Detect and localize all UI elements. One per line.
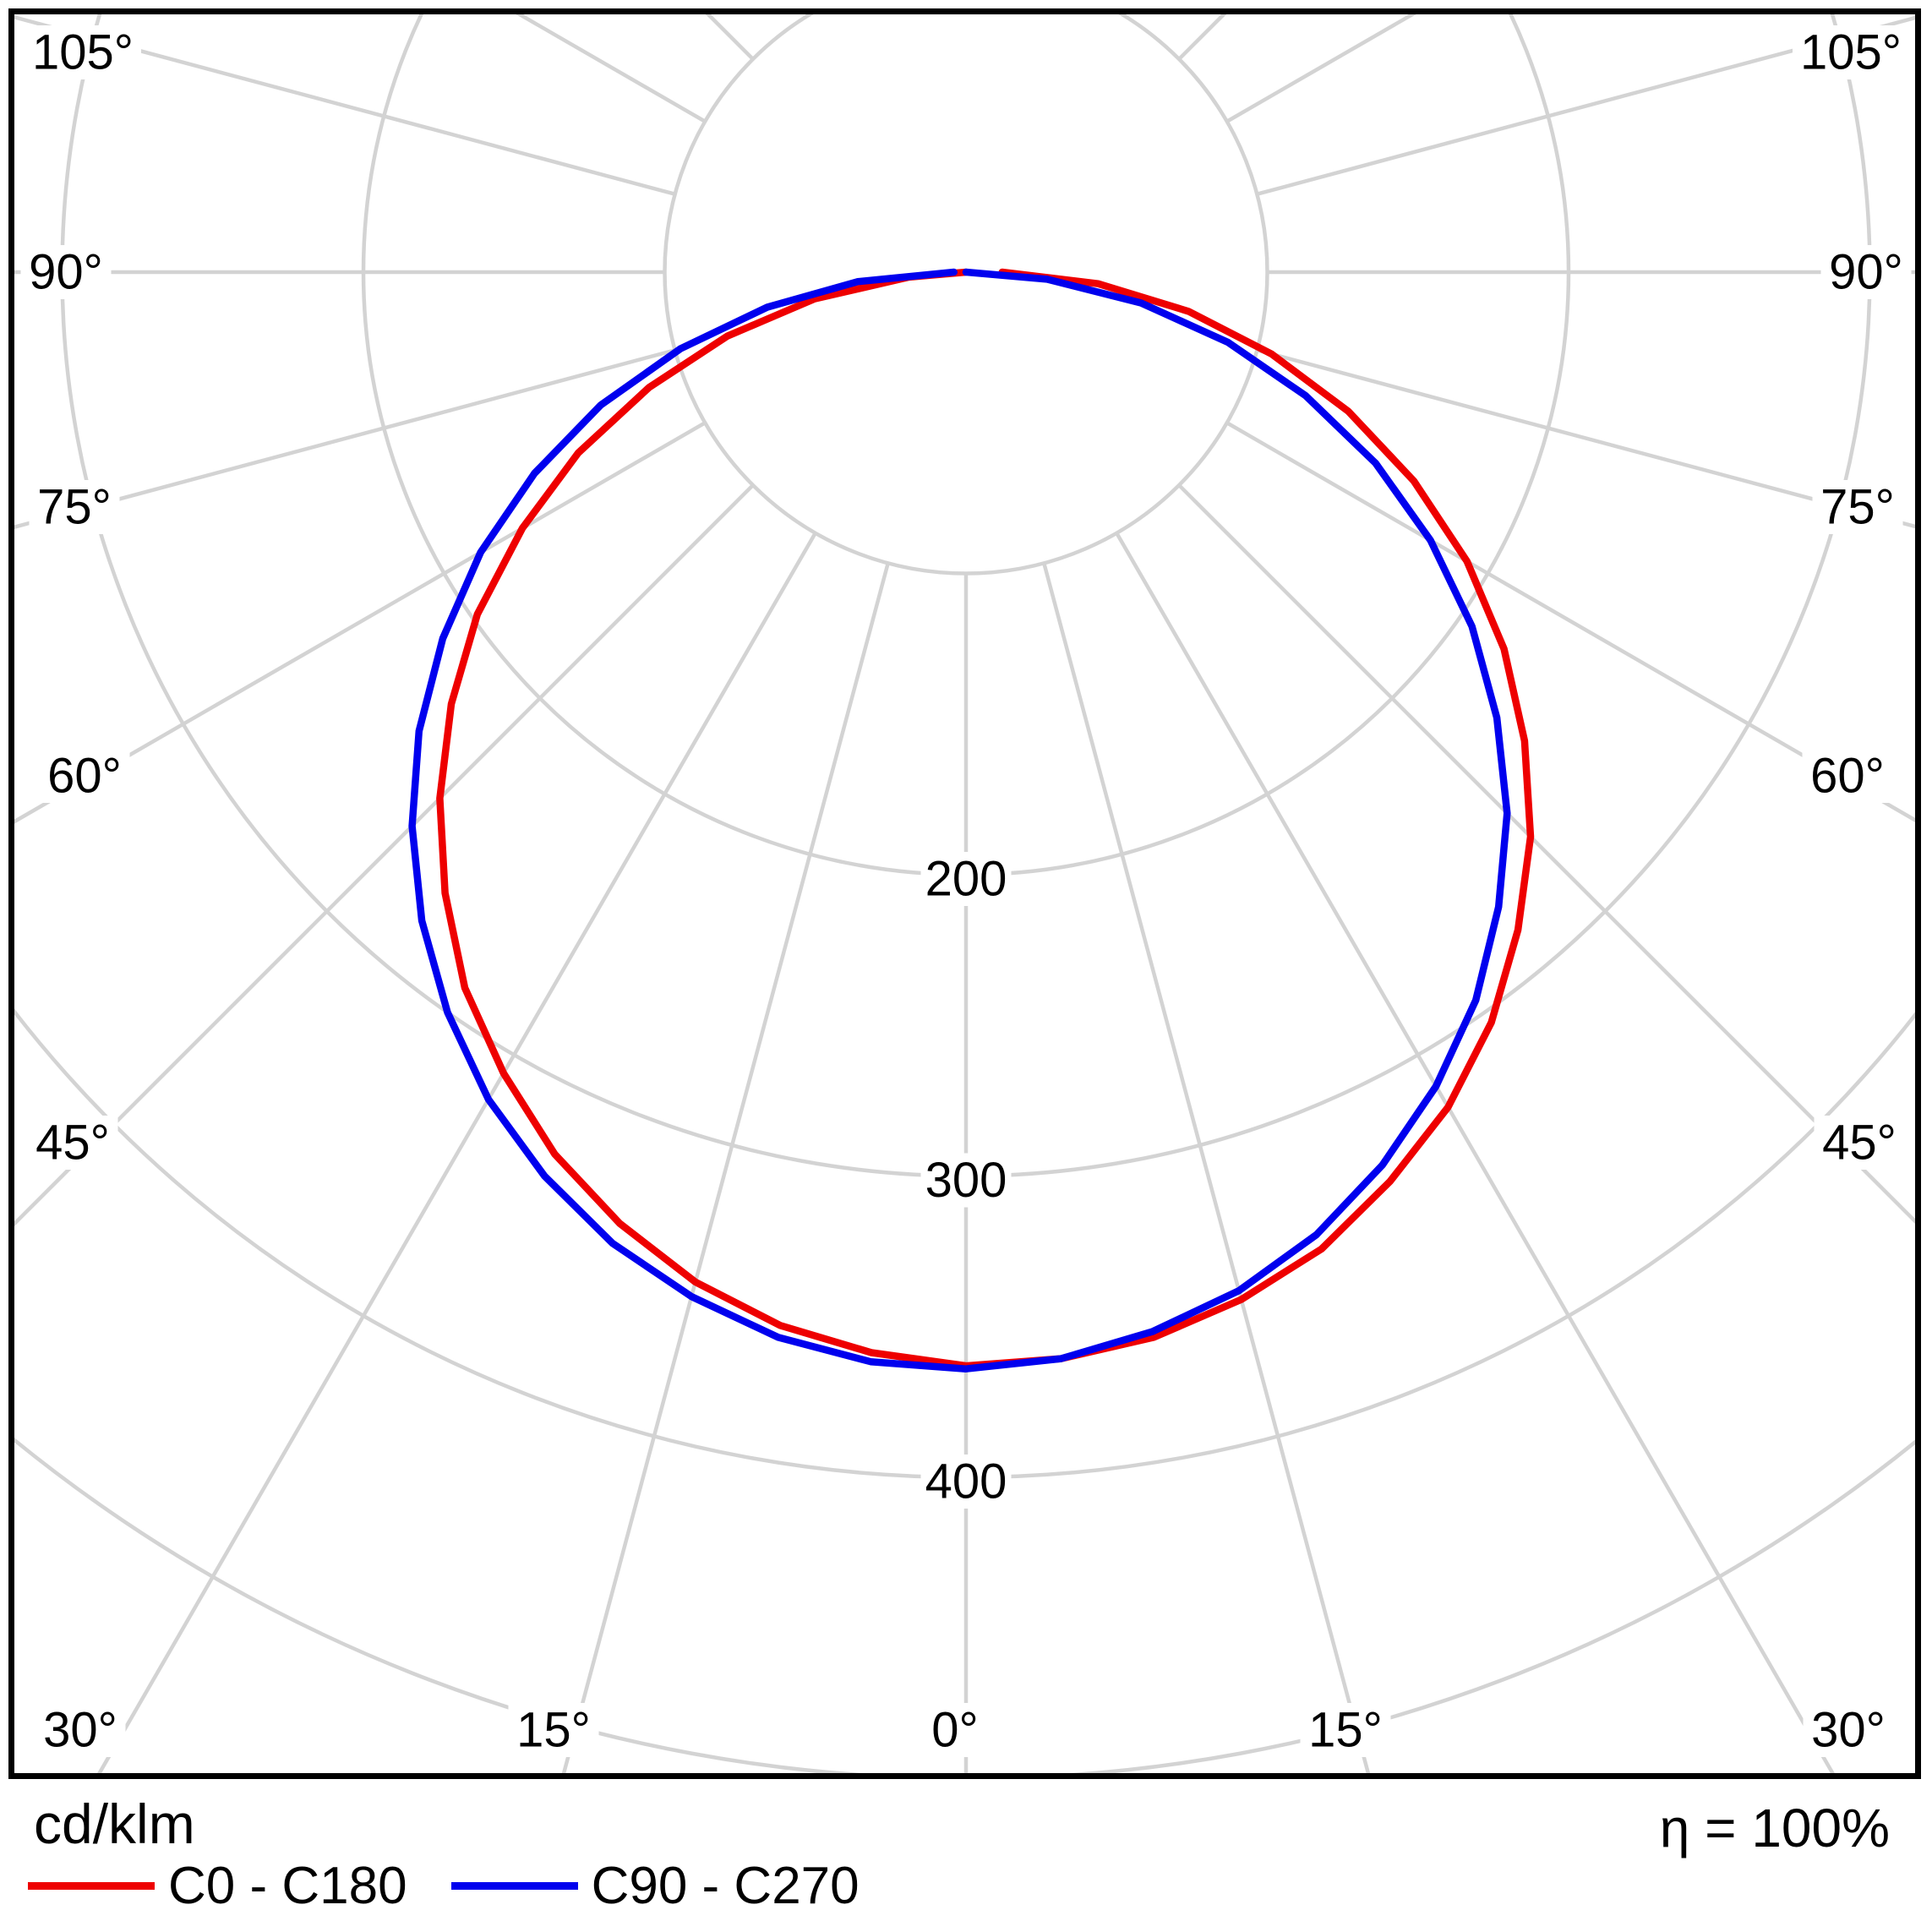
- angle-label-bottom-4-30: 30°: [1811, 1703, 1886, 1758]
- angle-label-right-105-bg: [1793, 25, 1909, 79]
- angle-label-left-75-bg: [29, 480, 120, 534]
- grid-ray-300: [14, 421, 707, 824]
- plot-frame: [8, 8, 1921, 1779]
- legend-item-c0-c180: C0 - C180: [28, 1856, 407, 1916]
- angle-label-left-60: 60°: [47, 749, 122, 804]
- grid-ray-105: [1256, 15, 1915, 196]
- angle-label-right-75: 75°: [1820, 480, 1895, 535]
- angle-label-left-45-bg: [27, 1116, 118, 1170]
- intensity-curves: [408, 268, 1535, 1373]
- legend: C0 - C180 C90 - C270: [28, 1856, 903, 1916]
- axis-labels: 105° 90° 75° 60° 45° 105° 90° 75° 60° 45° 30° 15° 0°…: [20, 25, 1912, 1758]
- legend-line-red-icon: [28, 1882, 155, 1890]
- legend-item-c90-c270: C90 - C270: [450, 1856, 860, 1916]
- angle-label-right-75-bg: [1812, 480, 1903, 534]
- radial-tick-400-bg: [920, 1454, 1012, 1509]
- angle-label-left-45: 45°: [35, 1116, 110, 1171]
- legend-label-c0-c180: C0 - C180: [168, 1857, 407, 1915]
- angle-label-left-60-bg: [39, 749, 130, 803]
- angle-label-right-90: 90°: [1829, 245, 1903, 300]
- legend-label-c90-c270: C90 - C270: [591, 1857, 860, 1915]
- grid-ray-255: [14, 14, 676, 196]
- angle-label-right-60: 60°: [1810, 749, 1885, 804]
- angle-label-bottom-3-15: 15°: [1308, 1703, 1383, 1758]
- radial-tick-400: 400: [925, 1454, 1007, 1509]
- angle-label-bottom-3-15-bg: [1300, 1703, 1391, 1757]
- angle-label-bottom-2-0-bg: [923, 1703, 987, 1757]
- angle-label-left-90-bg: [20, 245, 112, 299]
- unit-label: cd/klm: [34, 1793, 195, 1855]
- curve-c90-c270: [408, 268, 1511, 1373]
- radial-tick-300: 300: [925, 1153, 1007, 1208]
- angle-label-bottom-4-30-bg: [1803, 1703, 1894, 1757]
- radial-tick-300-bg: [920, 1153, 1012, 1208]
- legend-line-blue-icon: [450, 1882, 578, 1890]
- grid-ray-330: [97, 532, 817, 1773]
- grid-ray-315: [14, 483, 755, 1227]
- grid-ray-345: [561, 562, 890, 1773]
- angle-label-bottom-1-15-bg: [508, 1703, 599, 1757]
- angle-label-bottom-0-30-bg: [35, 1703, 126, 1757]
- angle-label-right-105: 105°: [1800, 25, 1902, 80]
- radial-tick-200: 200: [925, 852, 1007, 907]
- radial-tick-200-bg: [920, 852, 1012, 906]
- grid-ray-30: [1115, 532, 1835, 1773]
- angle-label-bottom-2-0: 0°: [931, 1703, 978, 1758]
- angle-label-right-60-bg: [1802, 749, 1893, 803]
- angle-label-left-90: 90°: [29, 245, 103, 300]
- angle-label-right-45: 45°: [1822, 1116, 1897, 1171]
- grid-circle-100: [663, 14, 1269, 576]
- angle-label-bottom-1-15: 15°: [516, 1703, 591, 1758]
- angle-label-left-105-bg: [25, 25, 141, 79]
- grid-ray-60: [1225, 421, 1915, 822]
- efficiency-value: η = 100%: [1659, 1798, 1890, 1858]
- grid-ray-75: [1256, 348, 1915, 529]
- grid-ray-285: [14, 348, 676, 530]
- angle-label-left-75: 75°: [37, 480, 112, 535]
- angle-label-bottom-0-30: 30°: [43, 1703, 117, 1758]
- grid-ray-15: [1042, 562, 1371, 1773]
- grid-ray-45: [1177, 483, 1915, 1225]
- angle-label-right-90-bg: [1820, 245, 1912, 299]
- angle-label-right-45-bg: [1814, 1116, 1905, 1170]
- angle-label-left-105: 105°: [32, 25, 134, 80]
